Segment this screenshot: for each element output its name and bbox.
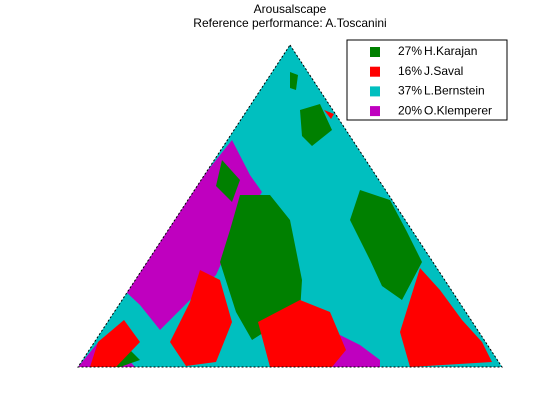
region [400,268,492,367]
region [324,110,334,119]
chart-subtitle: Reference performance: A.Toscanini [193,16,386,30]
legend-percent: 20% [398,103,422,117]
region [170,270,232,366]
legend-label: J.Saval [424,64,463,78]
legend-label: O.Klemperer [424,103,492,117]
region [216,160,240,202]
region [258,300,346,367]
legend-marker [370,66,380,77]
legend-label: H.Karajan [424,44,477,58]
chart-title: Arousalscape [254,2,327,16]
region [290,72,298,90]
legend-label: L.Bernstein [424,84,485,98]
legend-marker [370,106,380,117]
legend-marker [370,47,380,57]
region [90,320,140,367]
legend-percent: 16% [398,64,422,78]
legend-percent: 37% [398,84,422,98]
region [300,104,332,146]
legend-percent: 27% [398,44,422,58]
region [350,190,422,300]
triangle-outline [77,44,503,368]
legend-marker [370,86,380,97]
region [330,330,380,367]
region [220,195,302,340]
